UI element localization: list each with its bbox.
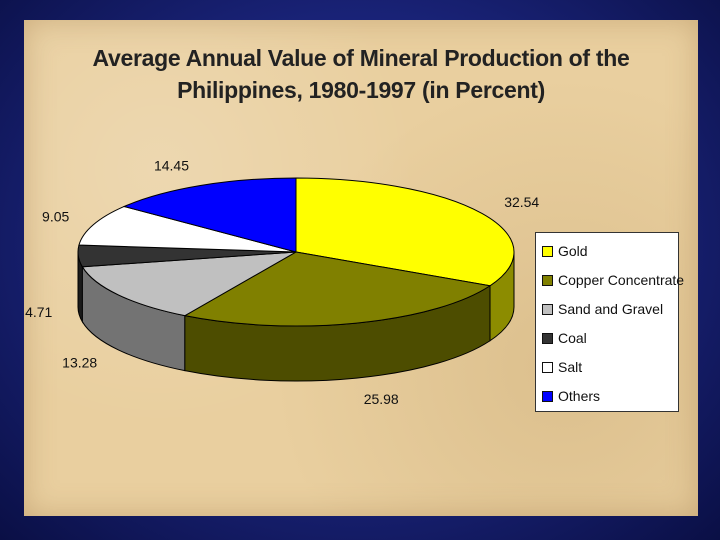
legend-item-others: Others <box>542 386 600 406</box>
chart-title-line-1: Average Annual Value of Mineral Producti… <box>92 45 630 71</box>
legend-label-copper-concentrate: Copper Concentrate <box>558 272 685 288</box>
pie-slice-salt <box>78 205 297 253</box>
data-label-copper-concentrate: 25.98 <box>364 391 399 407</box>
data-label-gold: 32.54 <box>504 194 539 210</box>
legend-swatch-gold <box>542 245 553 257</box>
legend-item-sand-and-gravel: Sand and Gravel <box>542 299 663 319</box>
pie-data-labels: 32.54 25.98 13.28 4.71 9.05 14.45 <box>25 158 539 408</box>
legend-item-gold: Gold <box>542 241 588 261</box>
data-label-others: 14.45 <box>154 158 189 174</box>
legend-label-salt: Salt <box>558 359 583 375</box>
legend-swatch-others <box>542 390 553 402</box>
slide-panel: Average Annual Value of Mineral Producti… <box>24 20 698 516</box>
legend-swatch-coal <box>542 332 553 344</box>
pie-sides <box>77 251 515 382</box>
pie-chart: 32.54 25.98 13.28 4.71 9.05 14.45 <box>25 158 539 408</box>
data-label-coal: 4.71 <box>25 304 52 320</box>
pie-slice-copper-concentrate <box>183 251 492 327</box>
chart-title-line-2: Philippines, 1980-1997 (in Percent) <box>177 77 545 103</box>
legend-label-sand-and-gravel: Sand and Gravel <box>558 301 664 317</box>
legend-item-salt: Salt <box>542 357 582 377</box>
legend-item-coal: Coal <box>542 328 587 348</box>
legend-label-others: Others <box>558 388 601 404</box>
chart-title: Average Annual Value of Mineral Producti… <box>24 42 698 106</box>
legend-swatch-salt <box>542 361 553 373</box>
pie-tops <box>77 177 515 327</box>
data-label-sand-and-gravel: 13.28 <box>62 355 97 371</box>
pie-slice-sand-and-gravel <box>81 251 297 317</box>
legend-swatch-sand-and-gravel <box>542 303 553 315</box>
chart-legend: Gold Copper Concentrate Sand and Gravel Coa… <box>535 232 684 412</box>
legend-label-gold: Gold <box>558 243 588 259</box>
pie-slice-others <box>122 177 297 253</box>
data-label-salt: 9.05 <box>42 209 69 225</box>
legend-label-coal: Coal <box>558 330 587 346</box>
legend-swatch-copper-concentrate <box>542 274 553 286</box>
legend-item-copper-concentrate: Copper Concentrate <box>542 270 684 290</box>
pie-slice-gold <box>295 177 515 287</box>
